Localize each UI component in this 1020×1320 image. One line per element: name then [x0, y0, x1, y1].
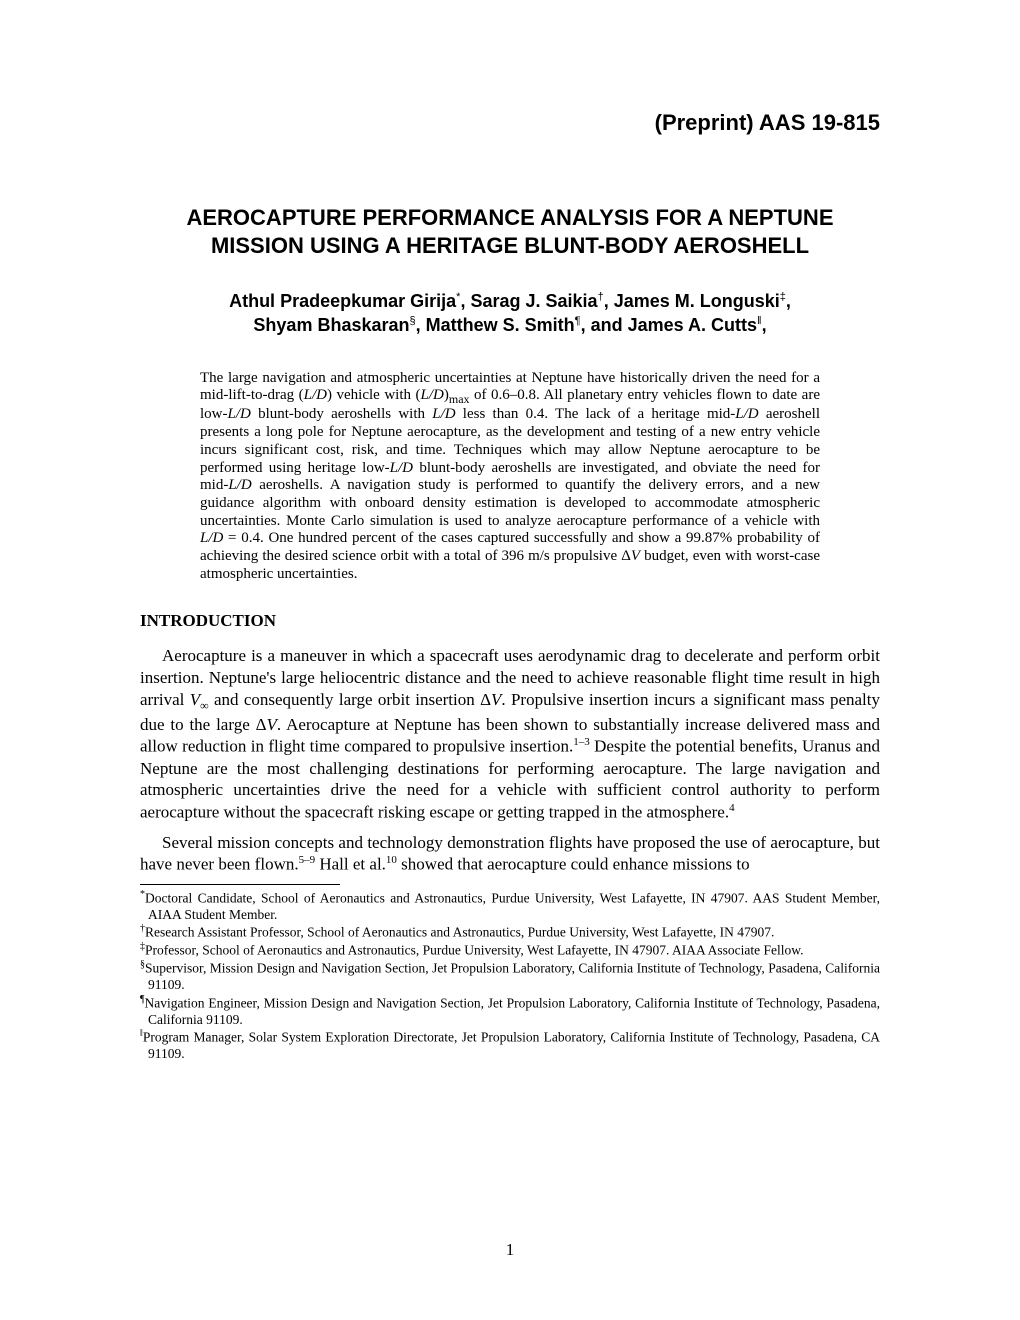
para2-text-mid1: Hall et al. — [315, 855, 386, 874]
footnote-5: ¶Navigation Engineer, Mission Design and… — [140, 994, 880, 1028]
footnote-3-text: Professor, School of Aeronautics and Ast… — [145, 943, 804, 958]
footnotes-block: *Doctoral Candidate, School of Aeronauti… — [140, 889, 880, 1063]
authors-block: Athul Pradeepkumar Girija*, Sarag J. Sai… — [140, 289, 880, 338]
section-heading-introduction: INTRODUCTION — [140, 611, 880, 631]
citation-10: 10 — [386, 854, 397, 866]
footnote-1: *Doctoral Candidate, School of Aeronauti… — [140, 889, 880, 923]
paper-title: AEROCAPTURE PERFORMANCE ANALYSIS FOR A N… — [140, 204, 880, 259]
para1-dv2: V — [267, 715, 277, 734]
author-6: and James A. Cutts‖, — [591, 315, 767, 335]
author-4: Shyam Bhaskaran§, — [253, 315, 420, 335]
citation-4: 4 — [729, 802, 735, 814]
para1-text-mid1: and consequently large orbit insertion Δ — [209, 690, 491, 709]
footnote-2: †Research Assistant Professor, School of… — [140, 923, 880, 941]
footnote-5-text: Navigation Engineer, Mission Design and … — [145, 995, 880, 1026]
footnote-4: §Supervisor, Mission Design and Navigati… — [140, 959, 880, 993]
para1-dv1: V — [491, 690, 501, 709]
footnote-4-text: Supervisor, Mission Design and Navigatio… — [145, 961, 880, 992]
footnote-1-text: Doctoral Candidate, School of Aeronautic… — [145, 890, 880, 921]
author-5: Matthew S. Smith¶, — [426, 315, 586, 335]
footnote-6: ‖Program Manager, Solar System Explorati… — [140, 1028, 880, 1062]
author-3: James M. Longuski‡, — [614, 291, 791, 311]
citation-1-3: 1–3 — [573, 736, 590, 748]
author-2: Sarag J. Saikia†, — [470, 291, 608, 311]
footnote-6-text: Program Manager, Solar System Exploratio… — [143, 1030, 880, 1061]
para2-text-post: showed that aerocapture could enhance mi… — [397, 855, 750, 874]
footnote-separator — [140, 884, 340, 885]
page-number: 1 — [0, 1240, 1020, 1260]
footnote-2-text: Research Assistant Professor, School of … — [145, 925, 774, 940]
preprint-label: (Preprint) AAS 19-815 — [140, 110, 880, 136]
intro-paragraph-1: Aerocapture is a maneuver in which a spa… — [140, 645, 880, 823]
citation-5-9: 5–9 — [299, 854, 316, 866]
abstract-text: The large navigation and atmospheric unc… — [200, 370, 820, 584]
author-1: Athul Pradeepkumar Girija*, — [229, 291, 465, 311]
intro-paragraph-2: Several mission concepts and technology … — [140, 832, 880, 876]
footnote-3: ‡Professor, School of Aeronautics and As… — [140, 941, 880, 959]
